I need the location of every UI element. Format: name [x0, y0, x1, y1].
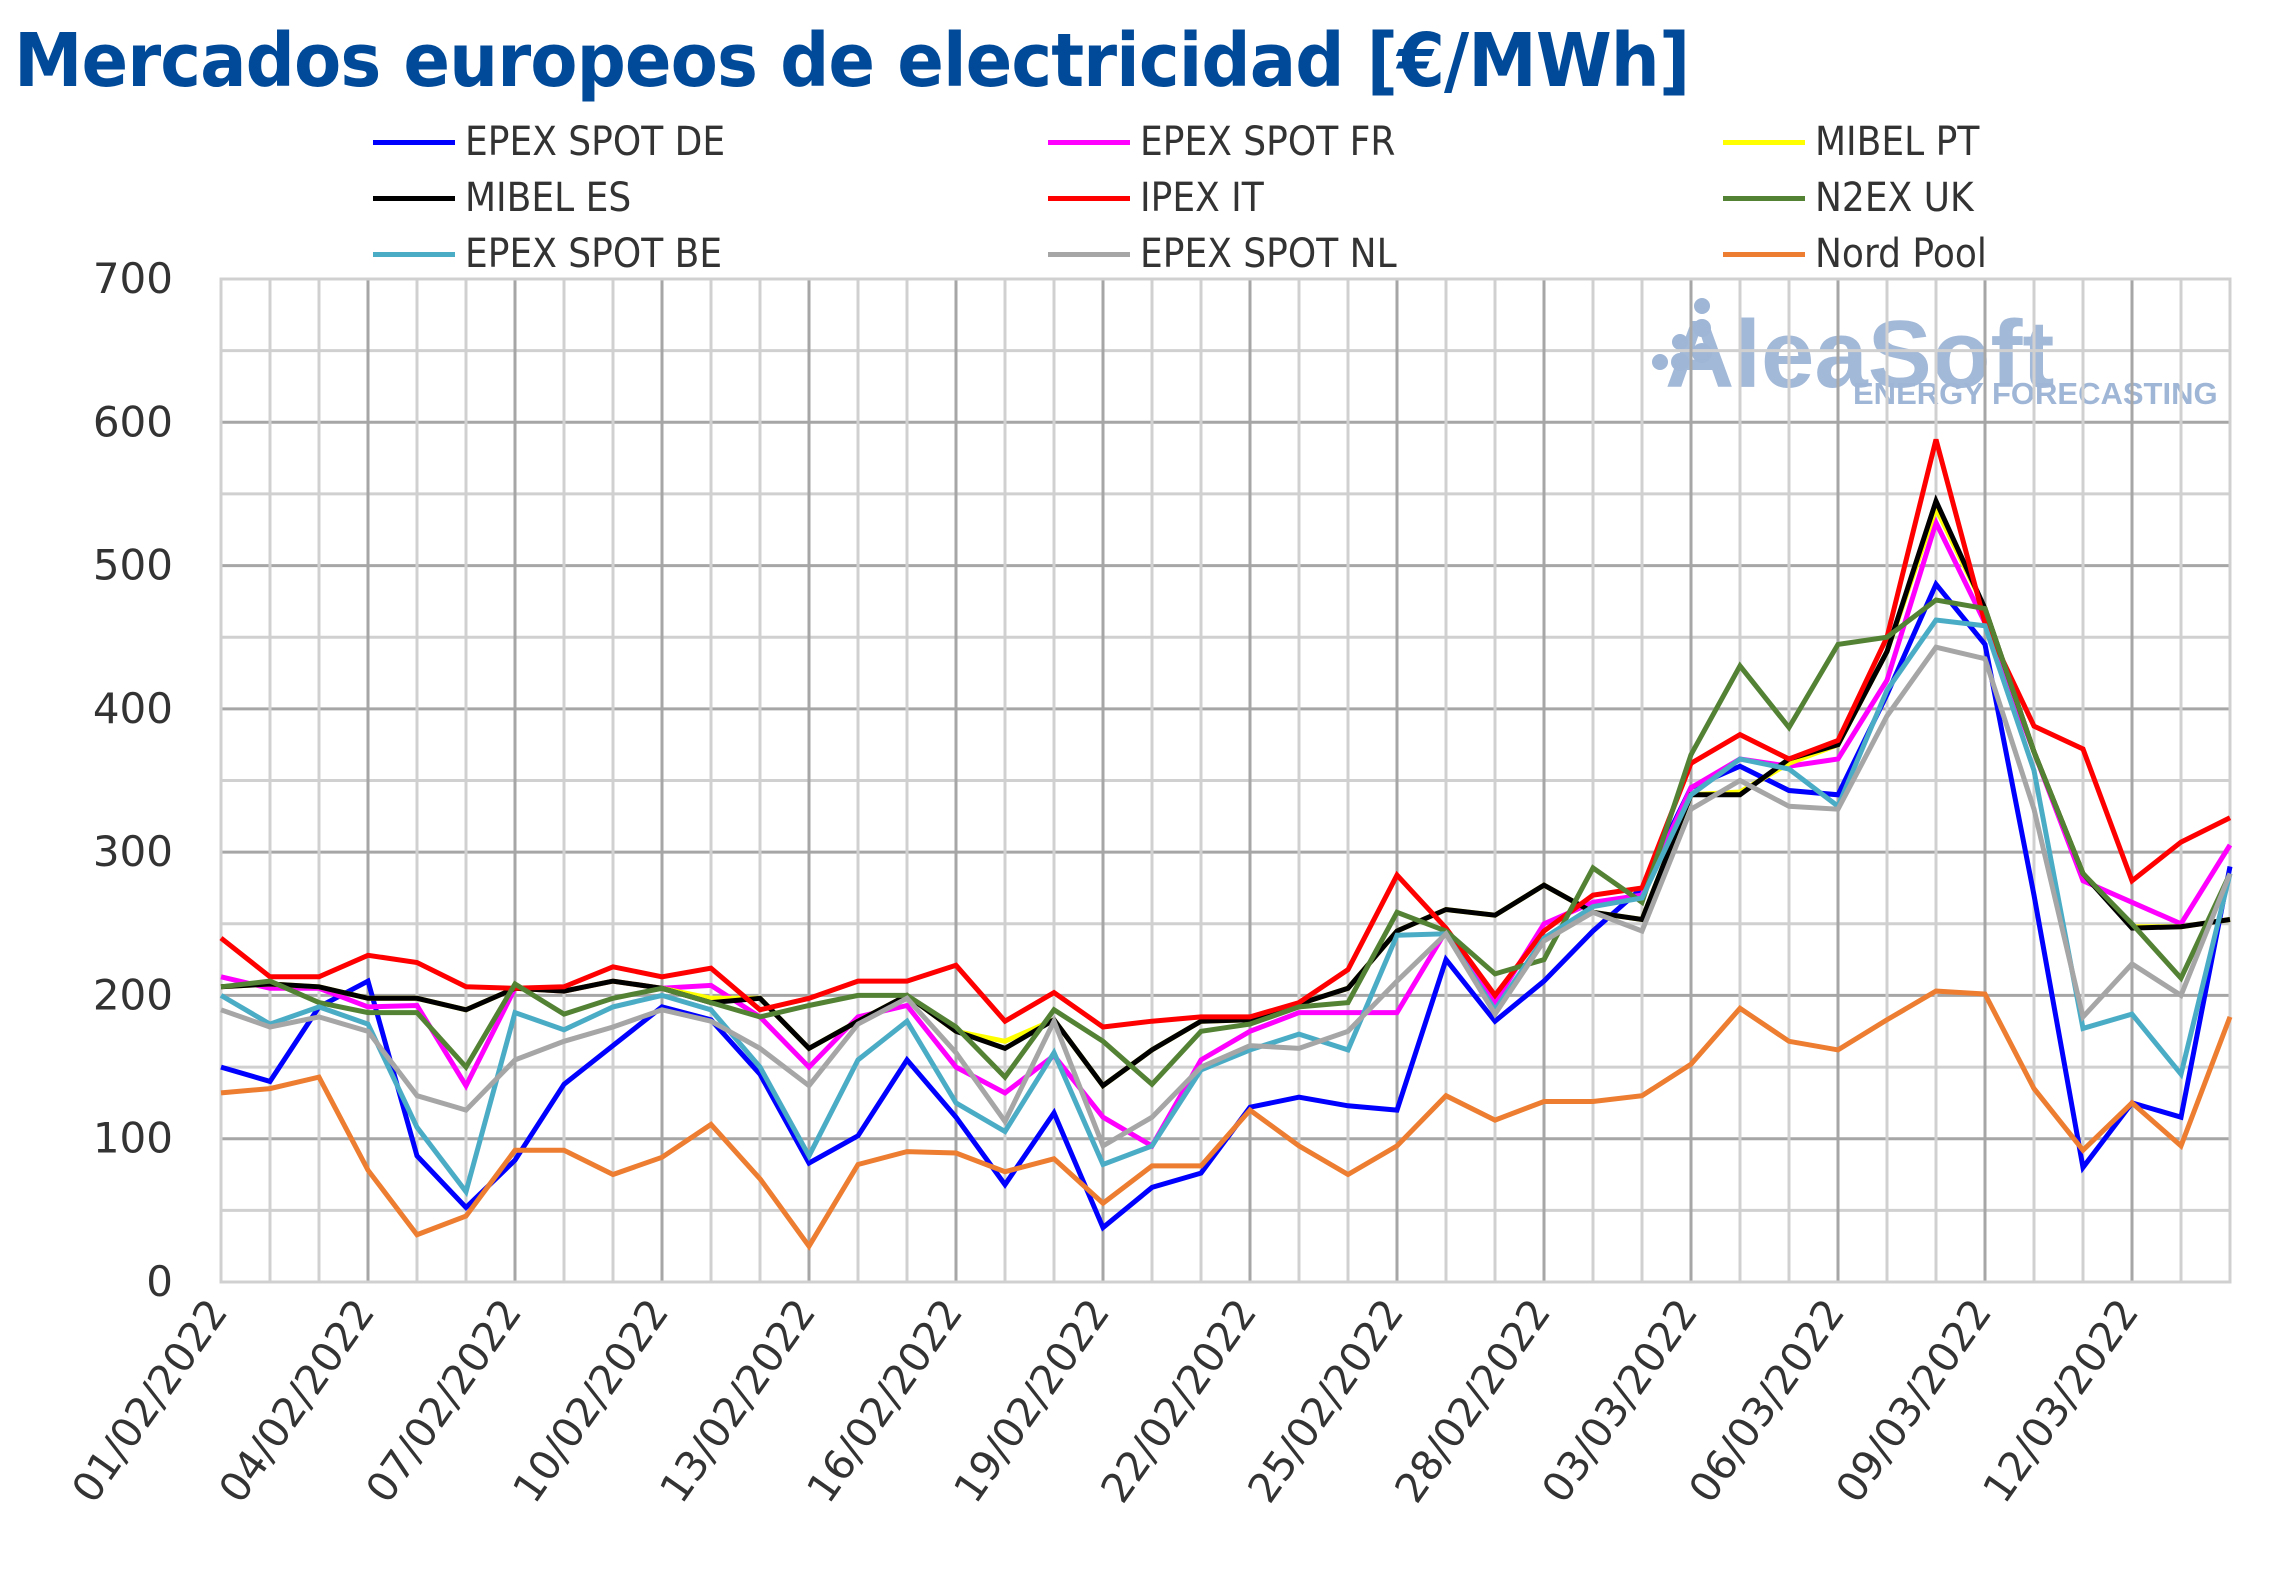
legend-label: EPEX SPOT DE	[465, 119, 726, 165]
x-tick-label: 16/02/2022	[797, 1290, 972, 1511]
legend-swatch-icon	[373, 195, 455, 201]
series-line-epex-spot-fr	[220, 515, 2233, 1150]
legend-swatch-icon	[373, 139, 455, 145]
legend-item: IPEX IT	[1048, 170, 1278, 226]
legend-item: N2EX UK	[1723, 170, 1991, 226]
y-tick-label: 400	[93, 684, 173, 733]
series-line-epex-spot-be	[219, 617, 2233, 1198]
series-line-mibel-es	[220, 494, 2231, 1090]
legend-label: N2EX UK	[1815, 175, 1974, 221]
x-tick-label: 10/02/2022	[503, 1290, 678, 1511]
x-tick-label: 03/03/2022	[1532, 1290, 1707, 1511]
x-tick-label: 28/02/2022	[1385, 1290, 1560, 1511]
legend-swatch-icon	[1048, 139, 1130, 145]
x-tick-label: 07/02/2022	[356, 1290, 531, 1511]
y-tick-label: 200	[93, 970, 173, 1019]
x-tick-label: 01/02/2022	[62, 1290, 237, 1511]
legend-label: IPEX IT	[1140, 175, 1264, 221]
y-tick-label: 0	[146, 1257, 173, 1306]
legend-label: Nord Pool	[1815, 231, 1987, 277]
series-line-nord-pool	[220, 988, 2233, 1251]
y-tick-label: 100	[93, 1114, 173, 1163]
legend-swatch-icon	[1048, 251, 1130, 257]
legend-item: EPEX SPOT DE	[373, 114, 754, 170]
y-tick-label: 500	[93, 541, 173, 590]
legend-label: EPEX SPOT BE	[465, 231, 723, 277]
legend-swatch-icon	[1723, 195, 1805, 201]
series-line-epex-spot-nl	[220, 644, 2233, 1150]
y-tick-label: 600	[93, 397, 173, 446]
legend-item: Nord Pool	[1723, 226, 2006, 282]
x-tick-label: 22/02/2022	[1091, 1290, 1266, 1511]
series-line-mibel-pt	[220, 501, 2231, 1090]
legend-label: MIBEL ES	[465, 175, 632, 221]
legend-label: MIBEL PT	[1815, 119, 1980, 165]
legend-label: EPEX SPOT NL	[1140, 231, 1397, 277]
x-tick-label: 19/02/2022	[944, 1290, 1119, 1511]
series-line-ipex-it	[219, 438, 2232, 1030]
series-line-n2ex-uk	[220, 597, 2233, 1088]
x-tick-label: 25/02/2022	[1238, 1290, 1413, 1511]
x-tick-label: 12/03/2022	[1973, 1290, 2148, 1511]
x-tick-label: 04/02/2022	[209, 1290, 384, 1511]
legend-swatch-icon	[1048, 195, 1130, 201]
legend-item: MIBEL PT	[1723, 114, 1998, 170]
legend-item: EPEX SPOT NL	[1048, 226, 1425, 282]
legend-item: EPEX SPOT BE	[373, 226, 751, 282]
watermark-tagline: ENERGY FORECASTING	[1853, 376, 2218, 411]
y-tick-label: 700	[93, 254, 173, 303]
legend-label: EPEX SPOT FR	[1140, 119, 1396, 165]
plot-frame	[219, 277, 2232, 1284]
x-tick-label: 13/02/2022	[650, 1290, 825, 1511]
legend-swatch-icon	[373, 251, 455, 257]
legend-item: MIBEL ES	[373, 170, 650, 226]
legend-item: EPEX SPOT FR	[1048, 114, 1424, 170]
legend-swatch-icon	[1723, 139, 1805, 145]
x-tick-label: 09/03/2022	[1826, 1290, 2001, 1511]
chart-title: Mercados europeos de electricidad [€/MWh…	[14, 18, 1690, 104]
x-tick-label: 06/03/2022	[1679, 1290, 1854, 1511]
series-line-epex-spot-de	[220, 579, 2233, 1232]
y-tick-label: 300	[93, 827, 173, 876]
legend-swatch-icon	[1723, 251, 1805, 257]
